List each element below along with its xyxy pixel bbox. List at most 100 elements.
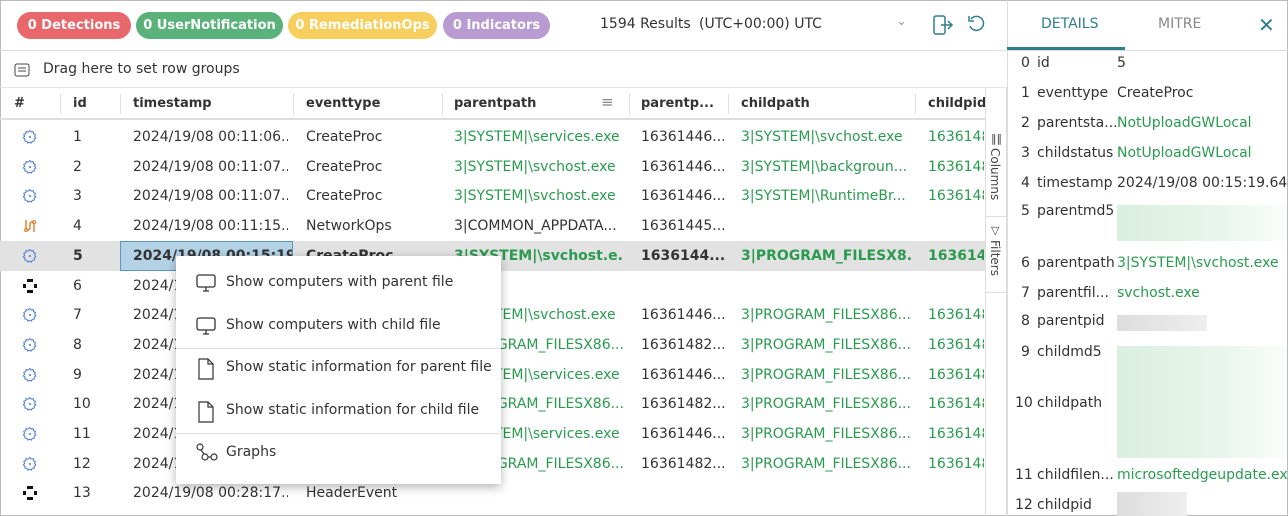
field-value[interactable]: CreateProc [1117, 85, 1194, 101]
field-key: childstatus [1037, 145, 1114, 161]
field-value[interactable]: svchost.exe [1117, 285, 1200, 301]
col-header-childpid[interactable]: childpid [928, 96, 987, 111]
table-row[interactable]: 6 2024/1 [0, 271, 985, 301]
tab-details[interactable]: DETAILS [1041, 16, 1099, 32]
chevron-down-icon[interactable]: ⌄ [896, 14, 907, 29]
cell-childpath: 3|PROGRAM_FILESX86... [741, 307, 911, 324]
process-gear-icon [22, 129, 37, 144]
network-icon [24, 220, 36, 233]
cell-childpath: 3|PROGRAM_FILESX8... [741, 247, 911, 264]
field-value[interactable]: microsoftedgeupdate.exe [1117, 467, 1288, 483]
col-header-parentpid[interactable]: parentp... [641, 96, 714, 111]
field-value[interactable]: NotUploadGWLocal [1117, 115, 1252, 131]
menu-item-show-static-information-for-parent-file[interactable]: Show static information for parent file [176, 347, 501, 389]
details-panel: DETAILS MITRE ✕ 0 id 5 1 eventtype CreateProc… [1007, 0, 1288, 516]
table-row[interactable]: 2 2024/19/08 00:11:07.... CreateProc 3|SYST… [0, 152, 985, 182]
menu-item-label: Show static information for child file [226, 402, 480, 418]
col-header-id[interactable]: id [73, 96, 87, 111]
columns-icon: ‖‖ [991, 132, 1002, 145]
field-key: id [1037, 55, 1050, 71]
cell-childpid: 1636148 [928, 426, 984, 442]
field-key: parentpid [1037, 313, 1105, 329]
menu-item-label: Show computers with child file [226, 317, 441, 333]
table-row[interactable]: 13 2024/19/08 00:28:17.... HeaderEvent [0, 478, 985, 508]
process-gear-icon [22, 248, 37, 263]
row-group-bar[interactable]: Drag here to set row groups [0, 52, 1007, 88]
context-menu: Show computers with parent file Show comp… [176, 256, 501, 484]
cell-parentpid: 16361446... [641, 158, 725, 175]
field-value[interactable]: NotUploadGWLocal [1117, 145, 1252, 161]
menu-item-show-static-information-for-child-file[interactable]: Show static information for child file [176, 390, 501, 432]
cell-id: 3 [73, 188, 82, 205]
cell-eventtype: HeaderEvent [306, 485, 398, 502]
remediation-ops-filter[interactable]: 0 RemediationOps [288, 12, 437, 39]
redacted-value [1117, 205, 1287, 241]
field-value[interactable]: 3|SYSTEM|\svchost.exe [1117, 255, 1279, 271]
menu-item-show-computers-with-child-file[interactable]: Show computers with child file [176, 305, 501, 347]
detections-filter[interactable]: 0 Detections [17, 12, 131, 39]
menu-item-graphs[interactable]: Graphs [176, 432, 501, 474]
cell-id: 13 [73, 485, 91, 502]
refresh-icon[interactable] [966, 14, 986, 34]
cell-parentpid: 16361446... [641, 307, 725, 324]
process-gear-icon [22, 397, 37, 412]
cell-id: 1 [73, 129, 82, 145]
export-icon[interactable] [932, 14, 954, 36]
cell-eventtype: CreateProc [306, 129, 383, 145]
field-index: 11 [1015, 467, 1033, 483]
col-header-timestamp[interactable]: timestamp [133, 96, 212, 111]
cell-id: 9 [73, 366, 82, 383]
process-gear-icon [22, 367, 37, 382]
cell-childpid: 1636148 [928, 129, 984, 145]
toolbar: 0 Detections 0 UserNotification 0 Remedi… [0, 0, 1007, 51]
tab-mitre[interactable]: MITRE [1158, 16, 1202, 32]
redacted-value [1117, 492, 1187, 516]
field-index: 8 [1021, 313, 1030, 329]
cell-eventtype: CreateProc [306, 188, 383, 205]
field-index: 6 [1021, 255, 1030, 271]
field-index: 5 [1021, 203, 1030, 219]
results-count: 1594 Results [600, 16, 691, 32]
process-gear-icon [22, 159, 37, 174]
field-index: 9 [1021, 344, 1030, 360]
table-row[interactable]: 3 2024/19/08 00:11:07.... CreateProc 3|SYST… [0, 181, 985, 211]
cell-parentpath: 3|COMMON_APPDATA... [454, 218, 617, 235]
col-header-eventtype[interactable]: eventtype [306, 96, 381, 111]
row-group-label: Drag here to set row groups [43, 61, 240, 77]
cell-timestamp: 2024/1 [133, 366, 183, 383]
cell-timestamp: 2024/1 [133, 277, 183, 294]
menu-item-show-computers-with-parent-file[interactable]: Show computers with parent file [176, 262, 501, 304]
cell-id: 11 [73, 426, 91, 442]
column-menu-icon[interactable]: ≡ [601, 93, 614, 111]
cell-childpid: 1636148 [928, 396, 984, 413]
cell-id: 6 [73, 277, 82, 294]
field-index: 2 [1021, 115, 1030, 131]
col-header-index[interactable]: # [14, 96, 25, 111]
cell-timestamp: 2024/1 [133, 336, 183, 353]
active-tab-indicator [1007, 47, 1125, 50]
user-notification-filter[interactable]: 0 UserNotification [136, 12, 283, 39]
redacted-value [1117, 346, 1287, 396]
table-row[interactable]: 8 2024/1 3|PROGRAM_FILESX86... 16361482... 3… [0, 330, 985, 360]
file-icon [198, 358, 214, 380]
monitor-icon [196, 317, 216, 335]
monitor-icon [196, 274, 216, 292]
table-row[interactable]: 1 2024/19/08 00:11:06.... CreateProc 3|SYST… [0, 122, 985, 152]
menu-item-label: Show computers with parent file [226, 274, 454, 290]
field-key: eventtype [1037, 85, 1109, 101]
cell-parentpid: 16361446... [641, 366, 725, 383]
cell-id: 12 [73, 455, 91, 472]
field-value[interactable]: 5 [1117, 55, 1126, 71]
col-header-childpath[interactable]: childpath [741, 96, 810, 111]
process-gear-icon [22, 337, 37, 352]
table-row[interactable]: 4 2024/19/08 00:11:15.... NetworkOps 3|COMM… [0, 211, 985, 241]
filters-tab[interactable]: Filters [988, 240, 1002, 276]
timezone-select[interactable]: (UTC+00:00) UTC [699, 16, 822, 32]
field-value[interactable]: 2024/19/08 00:15:19.644 [1117, 175, 1288, 191]
col-header-parentpath[interactable]: parentpath [454, 96, 537, 111]
cell-parentpid: 16361446... [641, 129, 725, 145]
close-icon[interactable]: ✕ [1258, 13, 1275, 37]
indicators-filter[interactable]: 0 Indicators [443, 12, 550, 39]
cell-id: 4 [73, 218, 82, 235]
columns-tab[interactable]: Columns [988, 148, 1002, 201]
